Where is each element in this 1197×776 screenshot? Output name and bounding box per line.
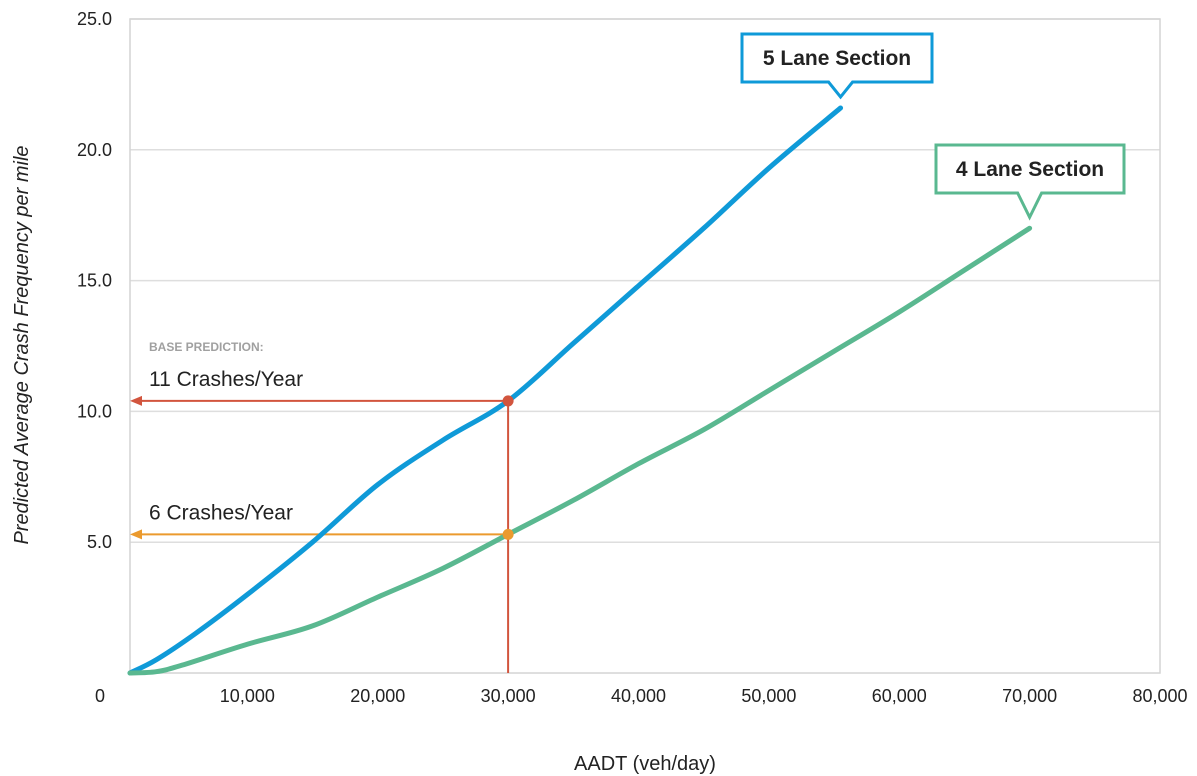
data-point: [502, 395, 514, 407]
callout-label: 4 Lane Section: [956, 158, 1104, 181]
x-tick-label: 10,000: [220, 686, 275, 706]
y-axis-ticks: 5.0 10.0 15.0 20.0 25.0: [77, 9, 112, 552]
plot-area-frame: [129, 18, 1161, 674]
x-axis-ticks: 0 10,000 20,000 30,000 40,000 50,000 60,000 70,…: [95, 686, 1188, 706]
series-line: [127, 225, 1033, 676]
callout-box: 4 Lane Section: [934, 143, 1126, 221]
y-tick-label: 25.0: [77, 9, 112, 29]
y-tick-label: 5.0: [87, 532, 112, 552]
data-point: [502, 528, 514, 540]
callout-border: [934, 143, 1126, 221]
y-tick-label: 10.0: [77, 401, 112, 421]
x-tick-label: 60,000: [872, 686, 927, 706]
annotation-labels: BASE PREDICTION: 11 Crashes/Year 6 Crashes…: [149, 340, 303, 524]
highlight-points: [502, 395, 514, 540]
annotation-label: 11 Crashes/Year: [149, 368, 303, 391]
arrowhead: [130, 529, 142, 540]
x-tick-label: 50,000: [741, 686, 796, 706]
series-lines: [127, 105, 1033, 676]
x-tick-label: 40,000: [611, 686, 666, 706]
x-axis-title: AADT (veh/day): [574, 753, 716, 775]
annotation-label: 6 Crashes/Year: [149, 501, 293, 524]
callout-label: 5 Lane Section: [763, 47, 911, 70]
y-axis-title: Predicted Average Crash Frequency per mi…: [11, 145, 33, 544]
annotation-sublabel: BASE PREDICTION:: [149, 340, 264, 354]
y-tick-label: 20.0: [77, 140, 112, 160]
x-tick-label: 70,000: [1002, 686, 1057, 706]
callout-box: 5 Lane Section: [740, 32, 934, 100]
x-tick-label: 0: [95, 686, 105, 706]
x-tick-label: 20,000: [350, 686, 405, 706]
series-line: [127, 105, 844, 676]
x-tick-label: 30,000: [481, 686, 536, 706]
arrowhead: [130, 395, 142, 406]
series-callouts: 5 Lane Section 4 Lane Section: [740, 32, 1126, 221]
x-tick-label: 80,000: [1132, 686, 1187, 706]
callout-border: [740, 32, 934, 100]
y-tick-label: 15.0: [77, 271, 112, 291]
